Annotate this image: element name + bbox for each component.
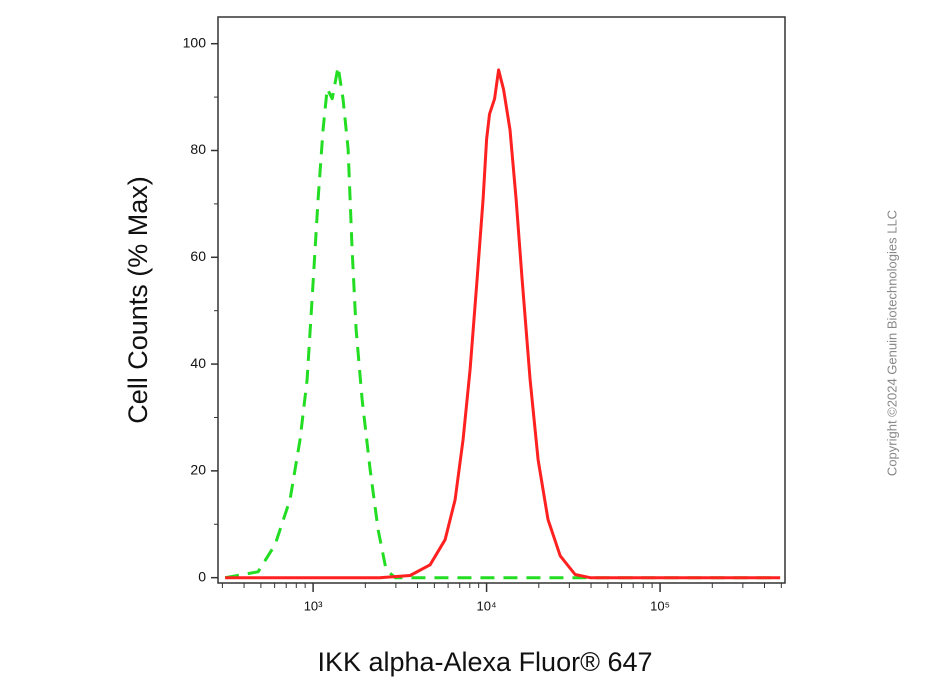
y-tick-label: 60: [190, 248, 206, 264]
series-line: [225, 68, 781, 580]
x-tick-label: 10⁵: [650, 598, 670, 613]
y-tick-label: 0: [198, 568, 206, 584]
y-axis-label: Cell Counts (% Max): [123, 176, 153, 424]
x-tick-label: 10³: [304, 598, 323, 613]
plot-frame: [217, 16, 786, 584]
y-tick-label: 100: [183, 34, 207, 50]
x-axis-label: IKK alpha-Alexa Fluor® 647: [317, 647, 652, 677]
y-tick-label: 20: [190, 462, 206, 478]
x-tick-label: 10⁴: [477, 598, 497, 613]
copyright: Copyright ©2024 Genuin Biotechnologies L…: [884, 210, 899, 476]
y-tick-label: 40: [190, 355, 206, 371]
y-tick-label: 80: [190, 141, 206, 157]
series-line: [224, 65, 781, 580]
